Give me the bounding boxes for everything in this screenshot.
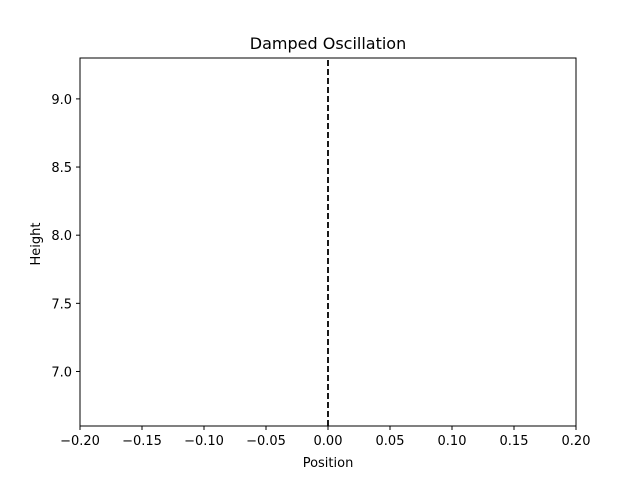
x-tick-label: −0.15 (122, 434, 162, 449)
x-tick-label: −0.05 (246, 434, 286, 449)
axes-frame (79, 57, 577, 427)
x-tick-label: 0.10 (438, 434, 467, 449)
x-tick-label: 0.05 (376, 434, 405, 449)
y-tick-label: 9.0 (51, 93, 72, 108)
x-tick-label: 0.00 (314, 434, 343, 449)
chart-title: Damped Oscillation (250, 34, 406, 53)
y-axis-label: Height (29, 223, 44, 266)
x-tick-label: −0.10 (184, 434, 224, 449)
x-axis-label: Position (303, 456, 354, 471)
x-tick-label: 0.20 (562, 434, 591, 449)
y-tick-label: 7.0 (51, 365, 72, 380)
axis-ticks: −0.20 −0.15 −0.10 −0.05 0.00 0.05 0.10 0.15 0.20… (51, 93, 590, 449)
y-tick-label: 8.5 (51, 161, 72, 176)
y-tick-label: 7.5 (51, 297, 72, 312)
y-tick-label: 8.0 (51, 229, 72, 244)
x-tick-label: 0.15 (500, 434, 529, 449)
x-tick-label: −0.20 (60, 434, 100, 449)
